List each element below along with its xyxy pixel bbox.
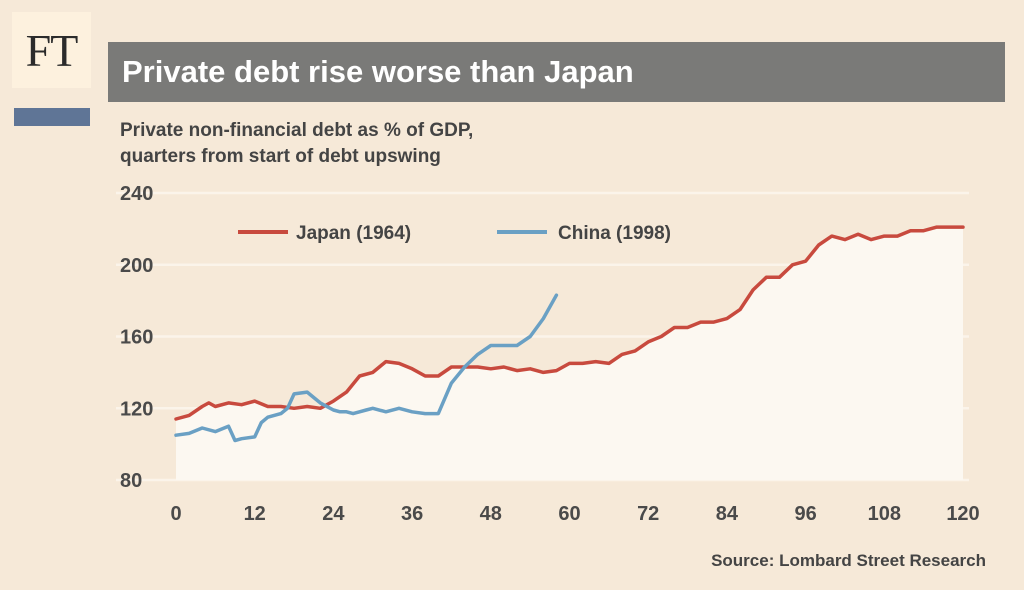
series-line-0 <box>174 225 965 421</box>
chart-subtitle: Private non-financial debt as % of GDP, … <box>120 118 473 170</box>
y-tick-label: 240 <box>120 183 153 205</box>
x-tick-label: 0 <box>170 503 181 525</box>
area-fills <box>176 227 963 480</box>
legend-label-1: China (1998) <box>558 223 671 244</box>
y-tick-label: 120 <box>120 398 153 420</box>
legend-label-0: Japan (1964) <box>296 223 411 244</box>
ft-logo: FT <box>12 12 91 88</box>
x-axis-ticks: 0 12 24 36 48 60 72 84 96 108 120 <box>170 503 979 525</box>
chart-title: Private debt rise worse than Japan <box>108 42 1005 102</box>
y-tick-label: 80 <box>120 470 142 492</box>
x-tick-label: 12 <box>244 503 266 525</box>
series-line-1 <box>174 293 559 443</box>
y-tick-label: 200 <box>120 255 153 277</box>
x-tick-label: 108 <box>868 503 901 525</box>
x-tick-label: 60 <box>558 503 580 525</box>
subtitle-line-2: quarters from start of debt upswing <box>120 146 441 167</box>
x-tick-label: 48 <box>480 503 502 525</box>
y-axis-ticks: 80 120 160 200 240 <box>120 183 153 492</box>
x-tick-label: 120 <box>946 503 979 525</box>
subtitle-line-1: Private non-financial debt as % of GDP, <box>120 120 474 141</box>
source-note: Source: Lombard Street Research <box>711 551 986 570</box>
y-tick-label: 160 <box>120 327 153 349</box>
x-tick-label: 96 <box>794 503 816 525</box>
x-tick-label: 72 <box>637 503 659 525</box>
x-tick-label: 36 <box>401 503 423 525</box>
area-fill-0 <box>176 227 963 480</box>
x-tick-label: 24 <box>322 503 345 525</box>
series-lines <box>174 225 965 443</box>
accent-bar <box>14 108 90 126</box>
legend: Japan (1964) China (1998) <box>238 223 671 244</box>
x-tick-label: 84 <box>716 503 739 525</box>
